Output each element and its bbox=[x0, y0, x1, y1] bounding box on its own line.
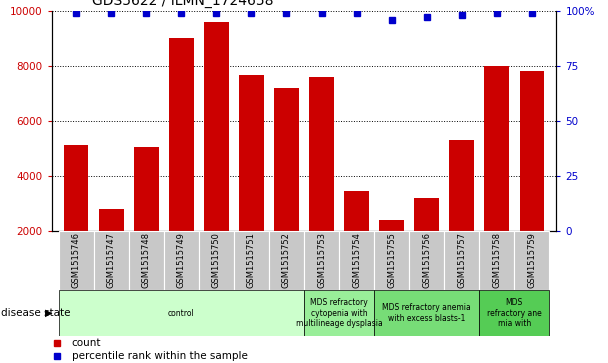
Text: GSM1515753: GSM1515753 bbox=[317, 232, 326, 289]
Bar bbox=[339, 231, 374, 290]
Bar bbox=[169, 38, 193, 231]
Text: GSM1515749: GSM1515749 bbox=[177, 233, 186, 288]
Bar bbox=[519, 71, 544, 231]
Bar bbox=[59, 290, 304, 336]
Bar bbox=[94, 231, 129, 290]
Bar bbox=[129, 231, 164, 290]
Bar bbox=[164, 231, 199, 290]
Bar bbox=[374, 290, 479, 336]
Text: GSM1515755: GSM1515755 bbox=[387, 233, 396, 288]
Bar bbox=[274, 88, 299, 231]
Text: count: count bbox=[72, 338, 102, 348]
Bar bbox=[449, 140, 474, 231]
Bar bbox=[239, 76, 264, 231]
Text: GDS5622 / ILMN_1724658: GDS5622 / ILMN_1724658 bbox=[92, 0, 274, 8]
Bar bbox=[444, 231, 479, 290]
Text: GSM1515759: GSM1515759 bbox=[527, 233, 536, 288]
Text: GSM1515752: GSM1515752 bbox=[282, 233, 291, 288]
Text: ▶: ▶ bbox=[45, 308, 52, 318]
Bar bbox=[415, 197, 439, 231]
Text: MDS refractory anemia
with excess blasts-1: MDS refractory anemia with excess blasts… bbox=[382, 303, 471, 323]
Bar bbox=[374, 231, 409, 290]
Text: GSM1515747: GSM1515747 bbox=[107, 232, 116, 289]
Bar bbox=[134, 147, 159, 231]
Text: GSM1515756: GSM1515756 bbox=[422, 232, 431, 289]
Bar bbox=[234, 231, 269, 290]
Bar bbox=[514, 231, 549, 290]
Text: GSM1515748: GSM1515748 bbox=[142, 232, 151, 289]
Text: GSM1515750: GSM1515750 bbox=[212, 233, 221, 288]
Bar bbox=[379, 220, 404, 231]
Bar bbox=[304, 231, 339, 290]
Text: GSM1515746: GSM1515746 bbox=[72, 232, 81, 289]
Bar bbox=[269, 231, 304, 290]
Text: percentile rank within the sample: percentile rank within the sample bbox=[72, 351, 247, 361]
Bar bbox=[59, 231, 94, 290]
Bar bbox=[99, 208, 123, 231]
Text: GSM1515754: GSM1515754 bbox=[352, 233, 361, 288]
Bar bbox=[344, 191, 369, 231]
Text: GSM1515757: GSM1515757 bbox=[457, 232, 466, 289]
Bar bbox=[199, 231, 234, 290]
Text: MDS refractory
cytopenia with
multilineage dysplasia: MDS refractory cytopenia with multilinea… bbox=[295, 298, 382, 328]
Bar bbox=[309, 77, 334, 231]
Text: control: control bbox=[168, 309, 195, 318]
Bar bbox=[409, 231, 444, 290]
Bar bbox=[485, 66, 509, 231]
Bar bbox=[304, 290, 374, 336]
Text: GSM1515758: GSM1515758 bbox=[492, 232, 501, 289]
Text: GSM1515751: GSM1515751 bbox=[247, 233, 256, 288]
Bar bbox=[64, 146, 89, 231]
Bar bbox=[479, 231, 514, 290]
Text: disease state: disease state bbox=[1, 308, 70, 318]
Bar bbox=[479, 290, 549, 336]
Text: MDS
refractory ane
mia with: MDS refractory ane mia with bbox=[487, 298, 542, 328]
Bar bbox=[204, 22, 229, 231]
